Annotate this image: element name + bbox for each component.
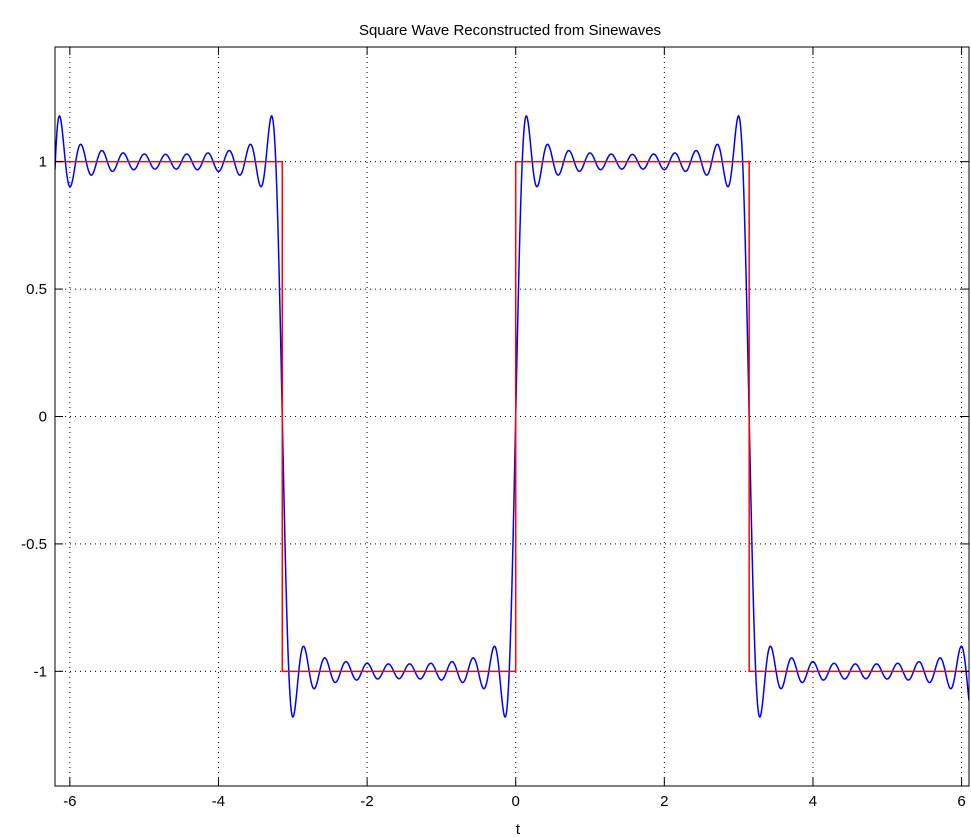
x-tick-label: 6 <box>957 793 965 810</box>
y-tick-label: -0.5 <box>21 536 47 553</box>
square-wave-line <box>55 160 969 673</box>
chart-title: Square Wave Reconstructed from Sinewaves <box>359 22 661 39</box>
x-tick-label: -6 <box>63 793 76 810</box>
x-tick-label: 0 <box>512 793 520 810</box>
x-tick-label: 4 <box>809 793 817 810</box>
x-tick-label: -2 <box>360 793 373 810</box>
y-tick-label: 0 <box>39 409 47 426</box>
y-tick-label: 0.5 <box>26 281 47 298</box>
ticks: -6 -4 -2 0 2 4 6 -1 -0.5 0 0.5 1 <box>21 47 969 810</box>
x-axis-label: t <box>516 821 521 837</box>
y-tick-label: -1 <box>34 663 47 680</box>
x-tick-label: 2 <box>660 793 668 810</box>
fourier-sum-line <box>55 114 969 718</box>
x-tick-label: -4 <box>212 793 225 810</box>
y-tick-label: 1 <box>39 154 47 171</box>
series-layer <box>55 114 969 718</box>
